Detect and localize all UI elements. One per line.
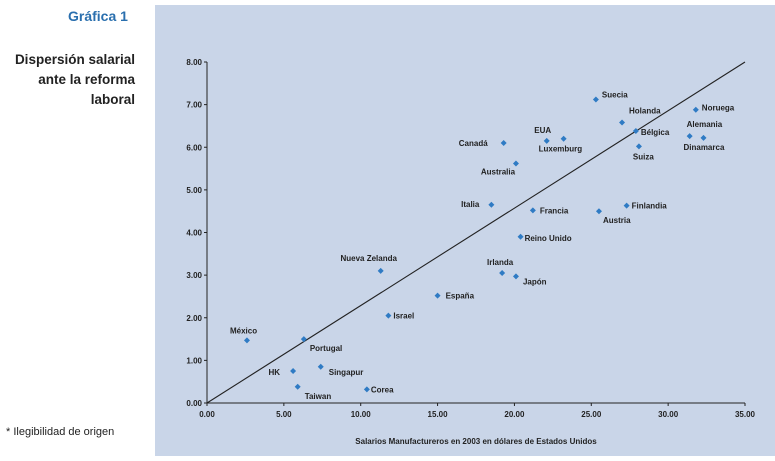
data-point [560,135,567,142]
data-point [300,336,307,343]
points-group [243,96,707,393]
point-label: Australia [481,167,516,176]
data-point [385,312,392,319]
y-tick-label: 4.00 [186,229,202,238]
caption-line-1: Dispersión salarial [14,52,135,67]
point-label: Singapur [329,368,364,377]
data-point [632,128,639,135]
point-label: Bélgica [641,128,670,137]
footnote: * Ilegibilidad de origen [6,426,115,438]
point-label: Japón [523,277,547,286]
y-ticks-group: 0.00 1.00 2.00 3.00 4.00 5.00 6.00 7.00 8.00 [186,58,207,408]
y-tick-label: 7.00 [186,101,202,110]
point-label: Italia [461,200,480,209]
point-label: Luxemburg [539,145,583,154]
y-tick-label: 0.00 [186,399,202,408]
point-label: Taiwan [305,392,332,401]
y-tick-label: 6.00 [186,143,202,152]
data-point [317,363,324,370]
x-tick-label: 25.00 [581,410,602,419]
point-label: Holanda [629,107,661,116]
x-tick-label: 30.00 [658,410,679,419]
data-point [686,133,693,140]
point-label: Suiza [633,152,654,161]
point-label: Corea [371,385,394,394]
data-point [619,119,626,126]
point-label: HK [269,368,281,377]
point-label: Suecia [602,91,628,100]
point-label: Nueva Zelanda [340,254,397,263]
point-labels-group: México Portugal HK Singapur Taiwan Corea Nueva… [230,91,735,401]
data-point [434,292,441,299]
x-tick-label: 5.00 [276,410,292,419]
point-label: México [230,326,257,335]
data-point [529,207,536,214]
data-point [512,160,519,167]
point-label: Noruega [702,104,735,113]
data-point [488,201,495,208]
point-label: Austria [603,216,631,225]
point-label: EUA [534,126,551,135]
data-point [500,139,507,146]
data-point [700,134,707,141]
data-point [243,337,250,344]
figure-caption: Dispersión salarial ante la reforma labo… [2,50,135,110]
reference-line-group [206,61,746,404]
x-tick-label: 0.00 [199,410,215,419]
data-point [517,233,524,240]
data-point [623,202,630,209]
point-label: Irlanda [487,258,514,267]
y-tick-label: 3.00 [186,271,202,280]
data-point [363,386,370,393]
data-point [692,106,699,113]
x-tick-label: 20.00 [504,410,525,419]
plot-panel [155,5,775,456]
data-point [377,267,384,274]
point-label: Reino Unido [525,234,572,243]
data-point [592,96,599,103]
point-label: España [446,292,475,301]
x-tick-label: 35.00 [735,410,756,419]
y-tick-label: 1.00 [186,356,202,365]
caption-line-3: laboral [90,92,135,107]
scatter-chart: 0.00 5.00 10.00 15.00 20.00 25.00 30.00 35.00 0… [186,58,756,446]
data-point [290,368,297,375]
point-label: Francia [540,206,569,215]
point-label: Dinamarca [683,143,724,152]
point-label: Alemania [687,120,723,129]
y-tick-label: 2.00 [186,314,202,323]
y-tick-label: 5.00 [186,186,202,195]
point-label: Canadá [459,139,488,148]
data-point [635,143,642,150]
figure-label: Gráfica 1 [68,8,128,24]
x-axis-label: Salarios Manufactureros en 2003 en dólar… [355,437,597,446]
data-point [512,273,519,280]
data-point [543,137,550,144]
x-tick-label: 10.00 [351,410,372,419]
reference-line [206,61,746,404]
point-label: Portugal [310,344,342,353]
point-label: Israel [393,312,414,321]
data-point [595,208,602,215]
point-label: Finlandia [632,202,668,211]
x-tick-label: 15.00 [428,410,449,419]
data-point [294,383,301,390]
data-point [499,269,506,276]
x-ticks-group: 0.00 5.00 10.00 15.00 20.00 25.00 30.00 35.00 [199,403,756,419]
caption-line-2: ante la reforma [38,72,135,87]
y-tick-label: 8.00 [186,58,202,67]
